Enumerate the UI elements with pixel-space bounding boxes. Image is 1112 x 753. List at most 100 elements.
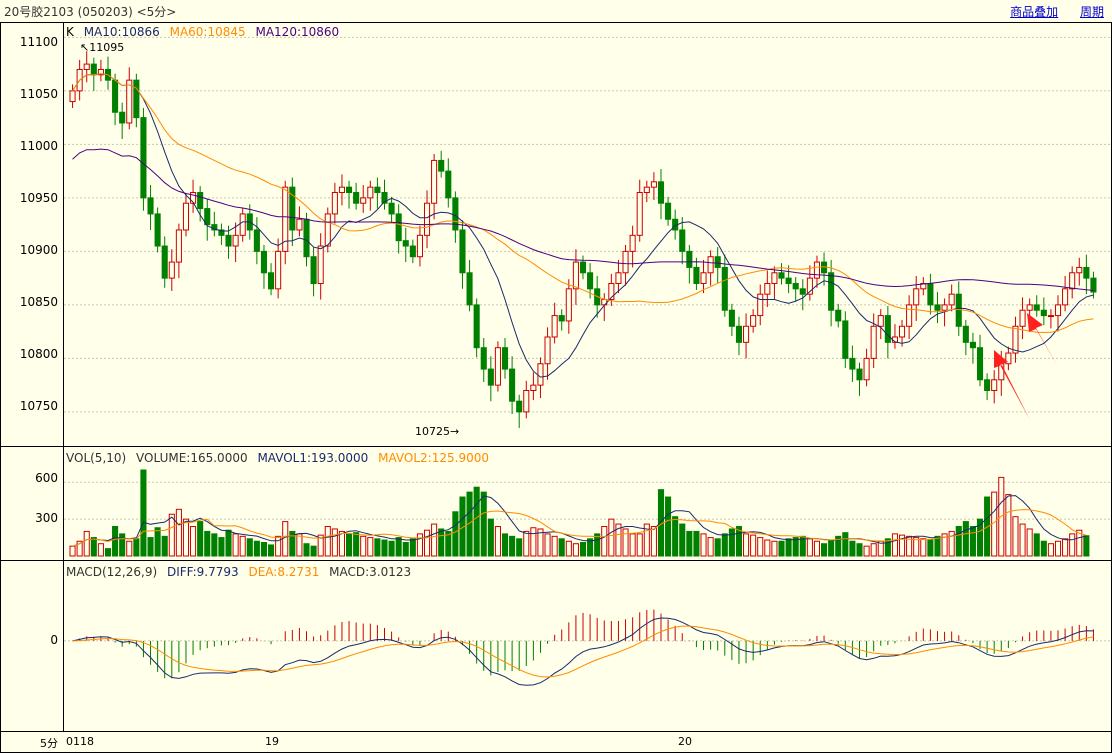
candle-body [771,272,778,284]
volume-bar [934,535,941,557]
candle-body [792,282,799,290]
volume-bar [218,537,225,557]
candle-body [969,341,976,349]
candle-body [388,202,395,215]
candle-body [799,288,806,295]
candle-body [1069,272,1076,290]
volume-bar [1047,543,1054,557]
volume-bar [1054,540,1062,557]
candle-body [480,347,487,370]
candle-body [714,256,721,268]
candle-body [1019,309,1026,327]
period-button[interactable]: 周期 [1079,5,1104,19]
candle-body [175,229,182,263]
time-label-19: 19 [265,735,279,748]
candle-body [182,202,190,231]
volume-bar [863,545,870,557]
candle-body [665,202,672,220]
volume-bar [303,543,310,557]
candle-body [494,347,501,386]
volume-bar [707,537,714,557]
candle-body [842,320,849,359]
candle-body [69,90,76,103]
volume-bar [501,533,509,557]
volume-bar [487,518,494,557]
candle-body [948,293,955,306]
volume-bar [239,535,246,557]
volume-bar [494,526,501,557]
volume-bar [310,545,317,557]
candle-body [367,186,374,199]
candle-body [955,293,962,327]
volume-bar [83,530,90,557]
volume-bar [537,528,544,557]
ytick-10800: 10800 [19,347,58,361]
candle-body [679,229,686,252]
volume-bar [161,535,168,557]
candle-body [657,181,665,204]
volume-bar [119,533,126,557]
volume-bar [154,527,161,557]
candle-body [260,250,268,274]
candle-body [473,304,480,349]
candle-body [757,293,764,317]
volume-bar [168,513,175,557]
volume-bar [232,533,239,557]
candle-body [509,368,516,402]
candle-body [778,272,785,279]
volume-bar [367,537,374,557]
candle-body [501,347,509,370]
candle-body [374,186,381,194]
candle-body [239,213,246,236]
candle-body [813,261,821,279]
volume-bar [743,533,750,557]
candle-body [204,208,211,226]
volume-bar [672,516,679,557]
volume-bar [551,535,558,557]
candle-body [863,357,870,381]
candle-body [565,288,572,322]
volume-bar [253,540,260,557]
ma120-label: MA120:10860 [255,25,340,39]
volume-bar [452,511,459,557]
candle-body [409,245,416,258]
volume-bar [587,538,594,557]
candle-body [438,159,445,172]
candle-body [707,256,714,274]
period-label: 5分 [40,737,58,750]
dea-line [72,625,1094,678]
toolbar-links: 商品叠加 周期 [992,3,1104,20]
candle-body [345,186,353,194]
candle-body [750,315,757,327]
dea-label: DEA:8.2731 [248,565,320,579]
candle-body [735,325,743,343]
volume-bar [90,537,97,557]
ytick-10850: 10850 [19,295,58,309]
candle-body [317,245,324,284]
volume-bar [1026,528,1033,557]
ytick-11050: 11050 [19,87,58,101]
candle-body [324,213,331,247]
overlay-button[interactable]: 商品叠加 [1010,5,1059,19]
volume-bar [345,533,353,557]
volume-bar [785,538,792,557]
volume-bar [679,523,686,557]
candle-body [686,250,693,268]
volume-bar [1019,523,1026,557]
volume-bar [650,526,657,557]
volume-bar [636,533,643,557]
volume-bar [317,534,324,557]
diff-label: DIFF:9.7793 [166,565,239,579]
volume-bar [884,538,891,557]
volume-bar [572,543,579,557]
volume-bar [927,539,934,557]
high-annotation: ↖11095 [80,41,125,54]
volume-bar [594,533,601,557]
volume-bar [388,540,395,557]
candle-body [1040,309,1047,317]
candle-body [197,192,204,210]
candle-body [1090,277,1097,293]
volume-bar [1033,533,1040,557]
volume-bar [544,533,551,557]
